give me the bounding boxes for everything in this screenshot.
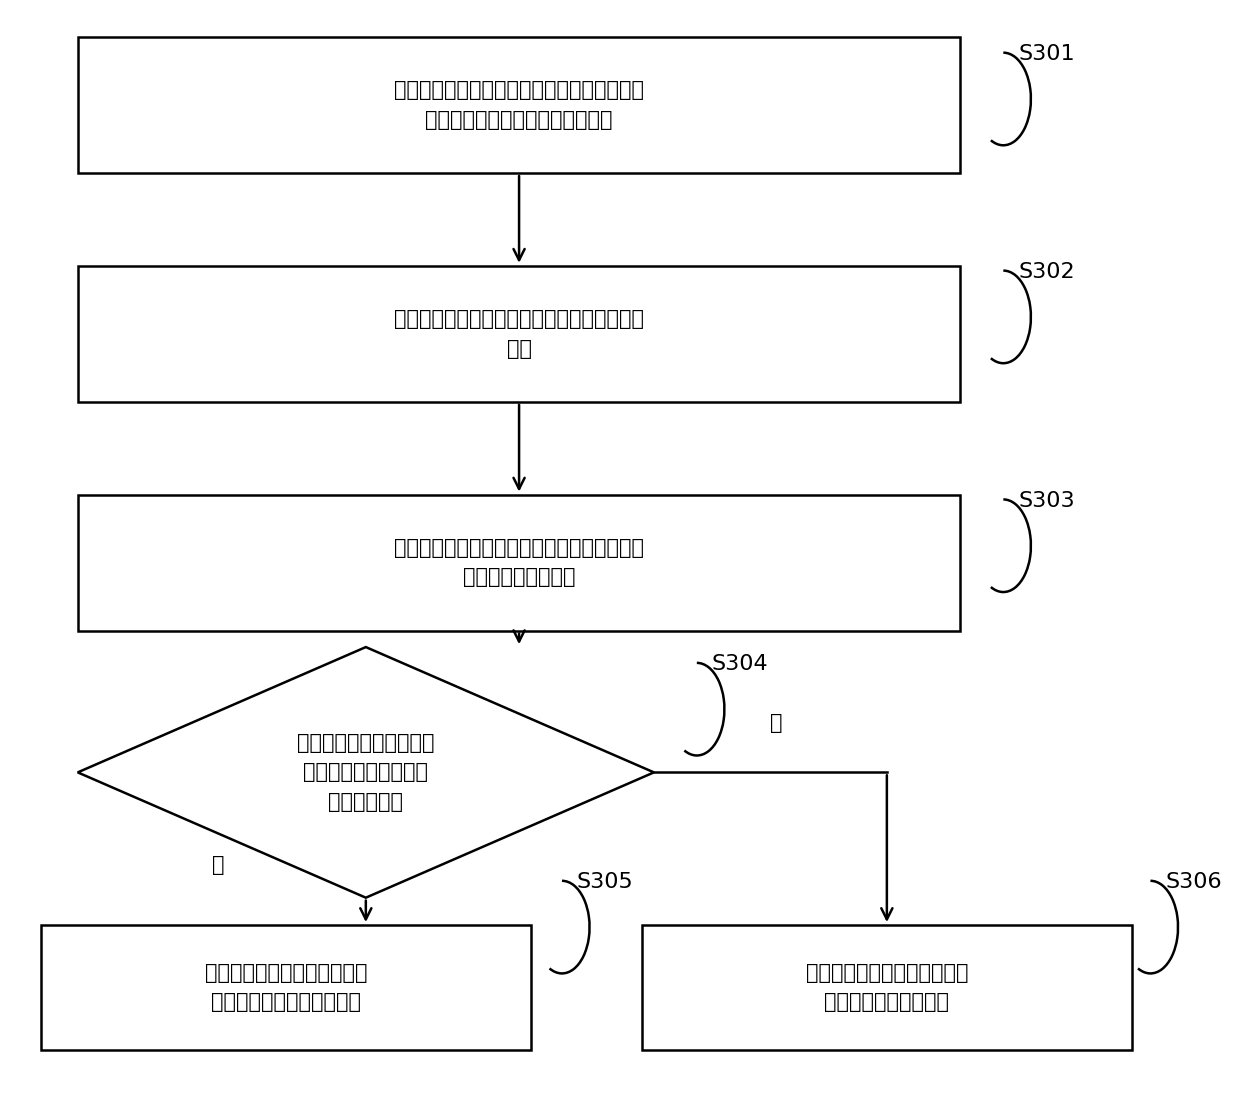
Text: S305: S305 — [577, 872, 634, 893]
Text: 是: 是 — [212, 855, 224, 875]
Text: 根据干预车辆行驶状态的所述
操作信号控制车辆行驶: 根据干预车辆行驶状态的所述 操作信号控制车辆行驶 — [806, 963, 968, 1012]
Text: 输入时间与启动驾驶辅助
系统的时间的间隔是否
在预设范围内: 输入时间与启动驾驶辅助 系统的时间的间隔是否 在预设范围内 — [298, 732, 434, 813]
Text: S301: S301 — [1018, 44, 1075, 64]
Bar — [78, 37, 961, 173]
Text: S306: S306 — [1166, 872, 1221, 893]
Bar — [78, 266, 961, 402]
Text: 若确定有轮胎发生爆胎故障，则启动驾驶辅助
系统: 若确定有轮胎发生爆胎故障，则启动驾驶辅助 系统 — [394, 309, 644, 359]
Text: 获取干预车辆行驶状态的操作信号并记录所述
操作信号的输入时间: 获取干预车辆行驶状态的操作信号并记录所述 操作信号的输入时间 — [394, 538, 644, 587]
Text: S304: S304 — [712, 654, 768, 674]
Polygon shape — [78, 647, 653, 898]
Bar — [641, 925, 1132, 1051]
Bar — [78, 494, 961, 630]
Text: S302: S302 — [1018, 262, 1075, 282]
Text: 获取每一轮胎的状态信息，根据所述状态信息
确定对应的轮胎是否发生爆胎故障: 获取每一轮胎的状态信息，根据所述状态信息 确定对应的轮胎是否发生爆胎故障 — [394, 80, 644, 130]
Text: S303: S303 — [1018, 491, 1075, 511]
Text: 根据所述驾驶辅助系统输出的
辅助操作信号控制车辆行驶: 根据所述驾驶辅助系统输出的 辅助操作信号控制车辆行驶 — [205, 963, 367, 1012]
Text: 否: 否 — [770, 714, 782, 733]
Bar — [41, 925, 531, 1051]
